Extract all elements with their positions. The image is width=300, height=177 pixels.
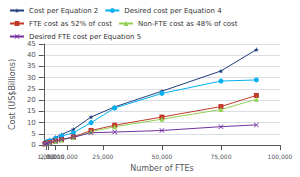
svg-text:100,000: 100,000 xyxy=(268,153,293,160)
svg-text:35: 35 xyxy=(27,62,36,70)
svg-text:50,000: 50,000 xyxy=(151,153,172,160)
svg-text:20: 20 xyxy=(27,96,36,104)
svg-text:Cost per Equation 2: Cost per Equation 2 xyxy=(29,7,98,15)
svg-text:40: 40 xyxy=(27,51,36,59)
svg-text:10: 10 xyxy=(27,119,36,127)
svg-text:75,000: 75,000 xyxy=(210,153,231,160)
svg-text:5: 5 xyxy=(31,130,35,138)
svg-text:30: 30 xyxy=(27,74,36,82)
svg-text:Desired FTE cost per Equation: Desired FTE cost per Equation 5 xyxy=(29,33,141,41)
svg-text:5,000: 5,000 xyxy=(47,152,65,160)
svg-text:Desired cost per Equation 4: Desired cost per Equation 4 xyxy=(124,7,222,15)
svg-text:15: 15 xyxy=(27,107,36,115)
svg-text:25: 25 xyxy=(27,85,36,93)
svg-text:Cost (US$Billions): Cost (US$Billions) xyxy=(8,59,17,130)
svg-text:10,000: 10,000 xyxy=(57,153,78,160)
svg-text:FTE cost as 52% of cost: FTE cost as 52% of cost xyxy=(29,20,112,28)
svg-text:45: 45 xyxy=(27,40,36,48)
svg-text:0: 0 xyxy=(31,141,35,149)
svg-text:Number of FTEs: Number of FTEs xyxy=(130,164,194,173)
svg-text:25,000: 25,000 xyxy=(92,153,113,160)
svg-text:Non-FTE cost as 48% of cost: Non-FTE cost as 48% of cost xyxy=(138,20,238,28)
